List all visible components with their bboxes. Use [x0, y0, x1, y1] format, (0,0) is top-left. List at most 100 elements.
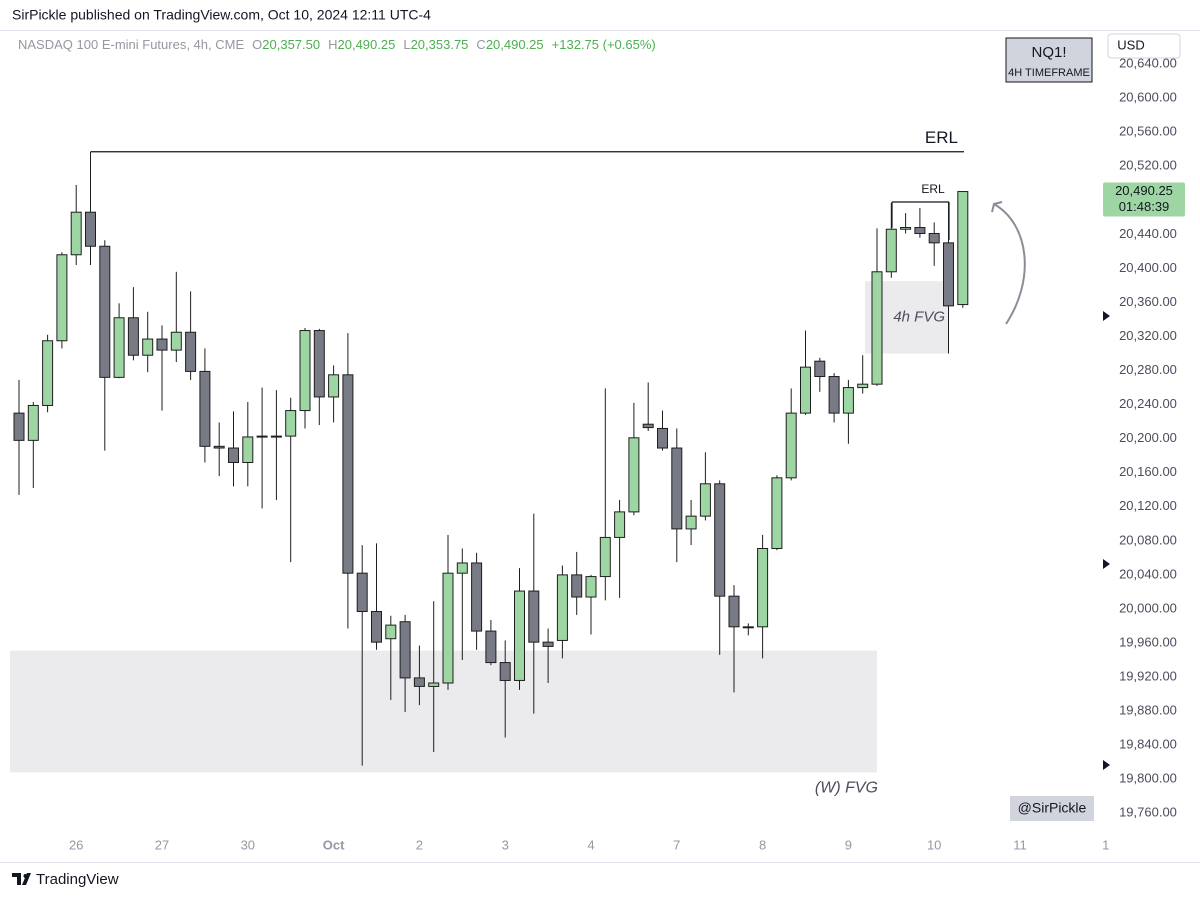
candle-body	[156, 338, 168, 351]
y-tick-label: 20,160.00	[1119, 464, 1177, 479]
y-tick-label: 19,880.00	[1119, 703, 1177, 718]
logo-dot	[23, 874, 28, 878]
candle-body	[885, 228, 897, 273]
candle-body	[556, 574, 568, 641]
candle-body	[285, 410, 297, 437]
legend-item: NASDAQ 100 E-mini Futures, 4h, CME	[18, 37, 244, 52]
erl-label: ERL	[925, 128, 958, 147]
y-tick-label: 20,320.00	[1119, 328, 1177, 343]
arrow-head	[991, 201, 1003, 213]
candle-body	[356, 572, 368, 612]
price-label-box	[1103, 182, 1185, 217]
candle-body	[213, 445, 225, 449]
curved-arrow	[993, 203, 1026, 325]
candle-body	[142, 338, 154, 356]
candle-body	[228, 447, 239, 464]
legend-item: 20,357.50	[262, 37, 320, 52]
erl-label: ERL	[921, 182, 945, 196]
candle-body	[113, 317, 125, 378]
candle-body	[657, 427, 668, 449]
x-tick-label: 9	[845, 837, 852, 852]
candle-body	[800, 366, 811, 414]
header-text: SirPickle published on TradingView.com, …	[12, 7, 431, 23]
candle-body	[242, 436, 254, 464]
x-tick-label: 27	[155, 837, 169, 852]
x-tick-label: 3	[502, 837, 509, 852]
y-tick-label: 20,040.00	[1119, 566, 1177, 581]
y-tick-label: 20,440.00	[1119, 226, 1177, 241]
candle-body	[957, 191, 969, 306]
y-tick-label: 20,080.00	[1119, 532, 1177, 547]
candle-body	[56, 254, 68, 342]
y-tick-label: 20,640.00	[1119, 55, 1177, 70]
x-tick-label: 1	[1102, 837, 1109, 852]
countdown: 01:48:39	[1119, 199, 1170, 214]
y-tick-label: 19,760.00	[1119, 805, 1177, 820]
candle-body	[814, 360, 826, 378]
candle-body	[127, 317, 139, 356]
x-tick-label: 4	[587, 837, 594, 852]
candle-body	[471, 562, 483, 632]
candle-body	[199, 370, 211, 447]
candle-body	[270, 435, 282, 438]
y-tick-label: 20,520.00	[1119, 158, 1177, 173]
x-tick-label: 8	[759, 837, 766, 852]
candle-body	[685, 515, 697, 530]
legend-item: +132.75 (+0.65%)	[552, 37, 656, 52]
candle-body	[585, 576, 597, 598]
candle-body	[542, 641, 554, 647]
candle-body	[328, 374, 340, 398]
y-tick-label: 20,600.00	[1119, 90, 1177, 105]
y-tick-label: 20,280.00	[1119, 362, 1177, 377]
candle-body	[413, 677, 425, 687]
legend-item: H	[328, 37, 337, 52]
candle-body	[299, 330, 311, 412]
candle-body	[771, 477, 783, 549]
candle-body	[99, 245, 111, 378]
y-tick-label: 19,960.00	[1119, 634, 1177, 649]
fvg-label: (W) FVG	[815, 780, 878, 797]
footer-brand: TradingView	[36, 871, 119, 888]
candle-body	[442, 572, 454, 684]
y-tick-label: 20,240.00	[1119, 396, 1177, 411]
fvg-label: 4h FVG	[893, 308, 945, 325]
footer-logo	[12, 873, 31, 885]
x-tick-label: Oct	[323, 837, 345, 852]
y-tick-label: 20,120.00	[1119, 498, 1177, 513]
x-tick-label: 26	[69, 837, 83, 852]
ohlc-legend: NASDAQ 100 E-mini Futures, 4h, CME O20,35…	[18, 37, 656, 52]
plot-area: (W) FVG 4h FVG ERL ERL	[10, 128, 969, 797]
y-tick-label: 20,360.00	[1119, 294, 1177, 309]
candle-body	[170, 331, 182, 351]
candle-body	[699, 483, 711, 517]
candle-body	[599, 536, 611, 578]
symbol-badge	[1005, 37, 1093, 83]
x-tick-label: 2	[416, 837, 423, 852]
x-tick-label: 10	[927, 837, 941, 852]
candle-body	[914, 227, 926, 234]
candle-body	[514, 590, 525, 681]
y-tick-label: 19,800.00	[1119, 771, 1177, 786]
y-tick-label: 20,000.00	[1119, 600, 1177, 615]
candle-body	[485, 630, 497, 664]
candle-body	[456, 562, 468, 574]
candle-body	[428, 682, 440, 687]
y-tick-label: 20,400.00	[1119, 260, 1177, 275]
y-tick-label: 19,840.00	[1119, 737, 1177, 752]
candle-body	[671, 447, 683, 530]
candle-body	[871, 271, 883, 385]
legend-item: 20,490.25	[338, 37, 396, 52]
currency-box	[1107, 33, 1181, 59]
candle-body	[342, 374, 354, 574]
candle-body	[85, 211, 96, 247]
x-tick-label: 7	[673, 837, 680, 852]
candle-body	[642, 423, 654, 429]
candle-body	[785, 412, 797, 479]
legend-item: 20,490.25	[486, 37, 544, 52]
author-badge	[1010, 796, 1094, 821]
legend-item: O	[252, 37, 262, 52]
candle-body	[399, 621, 411, 679]
symbol: NQ1!	[1031, 44, 1066, 61]
candle-body	[499, 662, 511, 681]
